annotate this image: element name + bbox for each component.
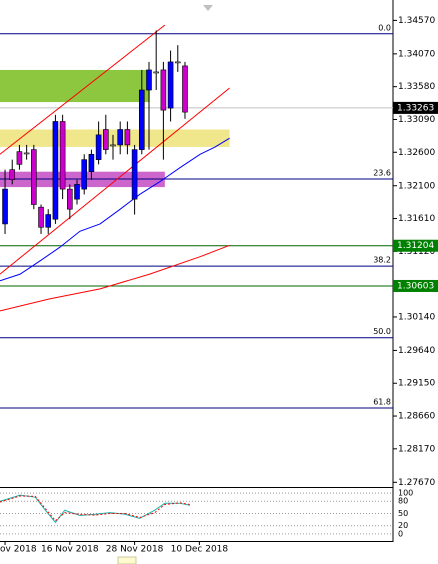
y-tick-label: 1.31610 — [398, 214, 435, 224]
candle-body — [146, 69, 152, 91]
moving-average — [0, 244, 230, 312]
candle-body — [88, 153, 95, 172]
y-tick-label: 1.32100 — [398, 181, 435, 191]
osc-tick-label: 0 — [398, 529, 403, 538]
zone — [0, 69, 150, 103]
fib-label: 61.8 — [373, 398, 391, 407]
y-tick-label: 1.33580 — [398, 82, 435, 92]
y-tick-label: 1.33090 — [398, 115, 435, 125]
shift-marker — [203, 5, 213, 11]
candle-body — [67, 188, 73, 210]
price-badge — [393, 101, 438, 114]
candle-body — [153, 71, 159, 74]
osc-tick-label: 100 — [398, 489, 413, 498]
candle-body — [174, 61, 181, 64]
y-tick-label: 1.27670 — [398, 478, 435, 488]
candle-body — [138, 89, 145, 150]
candle-body — [38, 206, 44, 228]
fib-label: 0.0 — [378, 23, 391, 32]
fib-label: 38.2 — [373, 256, 391, 265]
candle-body — [110, 144, 116, 147]
candle-body — [74, 184, 80, 200]
candle-body — [117, 129, 124, 146]
candle-body — [160, 69, 167, 111]
trendline — [0, 87, 230, 275]
candle-body — [59, 121, 66, 190]
y-tick-label: 1.34570 — [398, 16, 435, 26]
candle-body — [131, 149, 138, 200]
oscillator-line — [0, 495, 191, 522]
candle-body — [167, 61, 174, 109]
candle-body — [2, 188, 8, 225]
y-tick-label: 1.29640 — [398, 346, 435, 356]
candle-body — [95, 134, 102, 160]
osc-tick-label: 80 — [398, 497, 408, 506]
scroll-marker — [117, 556, 137, 564]
x-tick-label: 16 Nov 2018 — [41, 545, 99, 555]
y-tick-label: 1.32600 — [398, 148, 435, 158]
oscillator-line — [0, 494, 191, 524]
candle-body — [31, 149, 37, 205]
x-tick-label: ov 2018 — [0, 545, 37, 555]
y-tick-label: 1.28660 — [398, 412, 435, 422]
candle-body — [45, 214, 52, 228]
osc-tick-label: 20 — [398, 521, 408, 530]
candle-body — [124, 129, 131, 146]
price-badge-label: 1.30603 — [397, 281, 434, 291]
x-tick-label: 10 Dec 2018 — [171, 545, 229, 555]
price-badge-label: 1.33263 — [397, 103, 434, 113]
y-tick-label: 1.30140 — [398, 312, 435, 322]
fib-label: 50.0 — [373, 327, 391, 336]
fib-label: 23.6 — [373, 169, 391, 178]
y-tick-label: 1.28170 — [398, 444, 435, 454]
candle-body — [16, 151, 23, 165]
zone — [0, 129, 230, 147]
y-tick-label: 1.31120 — [398, 247, 435, 257]
y-tick-label: 1.34070 — [398, 49, 435, 59]
candle-body — [9, 169, 16, 181]
candle-body — [182, 65, 188, 113]
candle-body — [52, 121, 59, 220]
trendline — [0, 24, 166, 155]
moving-average — [0, 137, 230, 282]
candle-body — [23, 152, 30, 155]
price-badge — [393, 239, 438, 252]
x-tick-label: 28 Nov 2018 — [106, 545, 164, 555]
price-badge — [393, 279, 438, 292]
price-badge-label: 1.31204 — [397, 241, 434, 251]
y-tick-label: 1.29150 — [398, 379, 435, 389]
osc-tick-label: 50 — [398, 509, 408, 518]
candle-body — [81, 159, 88, 190]
candle-body — [103, 129, 109, 150]
